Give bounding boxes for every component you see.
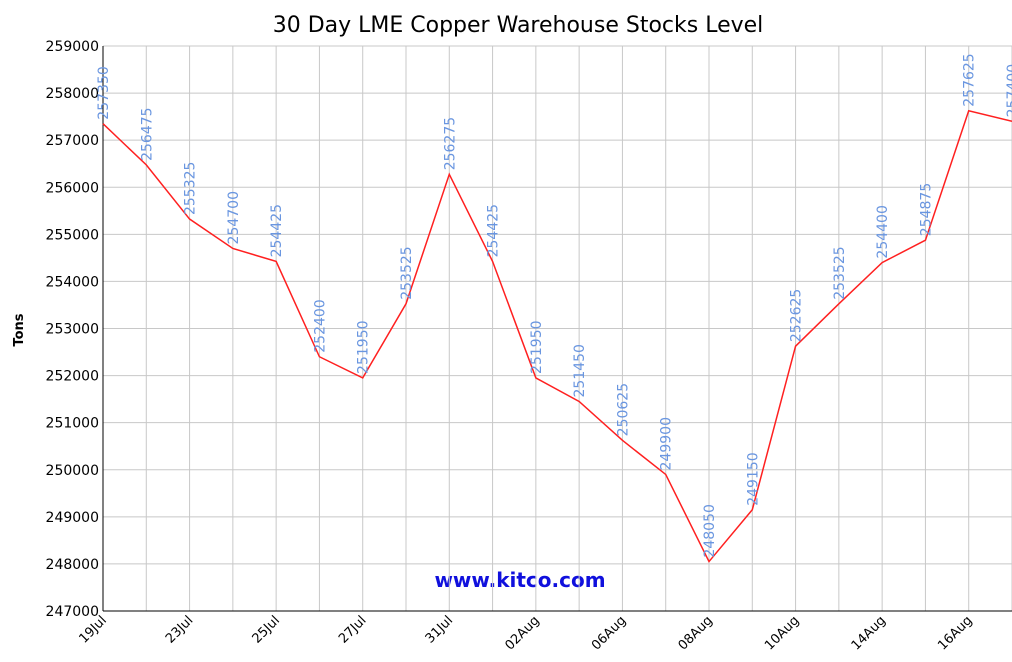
x-tick-label: 25Jul	[250, 613, 283, 646]
data-label: 254875	[918, 183, 934, 236]
y-tick-label: 249000	[46, 510, 99, 526]
y-tick-label: 254000	[46, 274, 99, 290]
data-label: 257625	[962, 53, 978, 106]
data-label: 251950	[529, 320, 545, 373]
x-tick-label: 16Aug	[935, 613, 975, 653]
x-tick-label: 08Aug	[676, 613, 716, 653]
y-tick-label: 256000	[46, 180, 99, 196]
data-label: 254400	[875, 205, 891, 258]
y-tick-label: 251000	[46, 416, 99, 432]
x-tick-label: 06Aug	[589, 613, 629, 653]
data-label: 254700	[226, 191, 242, 244]
data-label: 249900	[659, 417, 675, 470]
data-label: 257350	[96, 66, 112, 119]
x-tick-label: 02Aug	[502, 613, 542, 653]
data-label: 255325	[183, 162, 199, 215]
y-tick-label: 255000	[46, 227, 99, 243]
data-label: 253525	[399, 246, 415, 299]
line	[102, 109, 1012, 563]
chart-title: 30 Day LME Copper Warehouse Stocks Level	[273, 13, 764, 38]
data-label: 256475	[139, 107, 155, 160]
data-label: 253525	[832, 246, 848, 299]
x-tick-label: 31Jul	[423, 613, 456, 646]
data-label: 254425	[486, 204, 502, 257]
y-tick-label: 247000	[46, 604, 99, 620]
data-label: 251950	[356, 320, 372, 373]
x-tick-label: 10Aug	[762, 613, 802, 653]
watermark: www.kitco.com	[434, 568, 605, 592]
data-label: 250625	[615, 383, 631, 436]
x-tick-label: 27Jul	[336, 613, 369, 646]
x-tick-label: 14Aug	[849, 613, 889, 653]
y-tick-label: 252000	[46, 369, 99, 385]
data-label: 249150	[745, 452, 761, 505]
data-label: 257400	[1005, 64, 1012, 117]
grid	[102, 45, 1012, 612]
x-tick-label: 23Jul	[163, 613, 196, 646]
data-label: 252625	[789, 289, 805, 342]
y-tick-label: 257000	[46, 133, 99, 149]
y-tick-label: 253000	[46, 322, 99, 338]
y-tick-label: 248000	[46, 557, 99, 573]
data-label: 252400	[312, 299, 328, 352]
data-label: 254425	[269, 204, 285, 257]
data-label: 248050	[702, 504, 718, 557]
data-label: 256275	[442, 117, 458, 170]
y-tick-label: 250000	[46, 463, 99, 479]
data-label: 251450	[572, 344, 588, 397]
y-axis-label: Tons	[12, 313, 27, 346]
y-tick-label: 258000	[46, 86, 99, 102]
y-tick-label: 259000	[46, 39, 99, 55]
